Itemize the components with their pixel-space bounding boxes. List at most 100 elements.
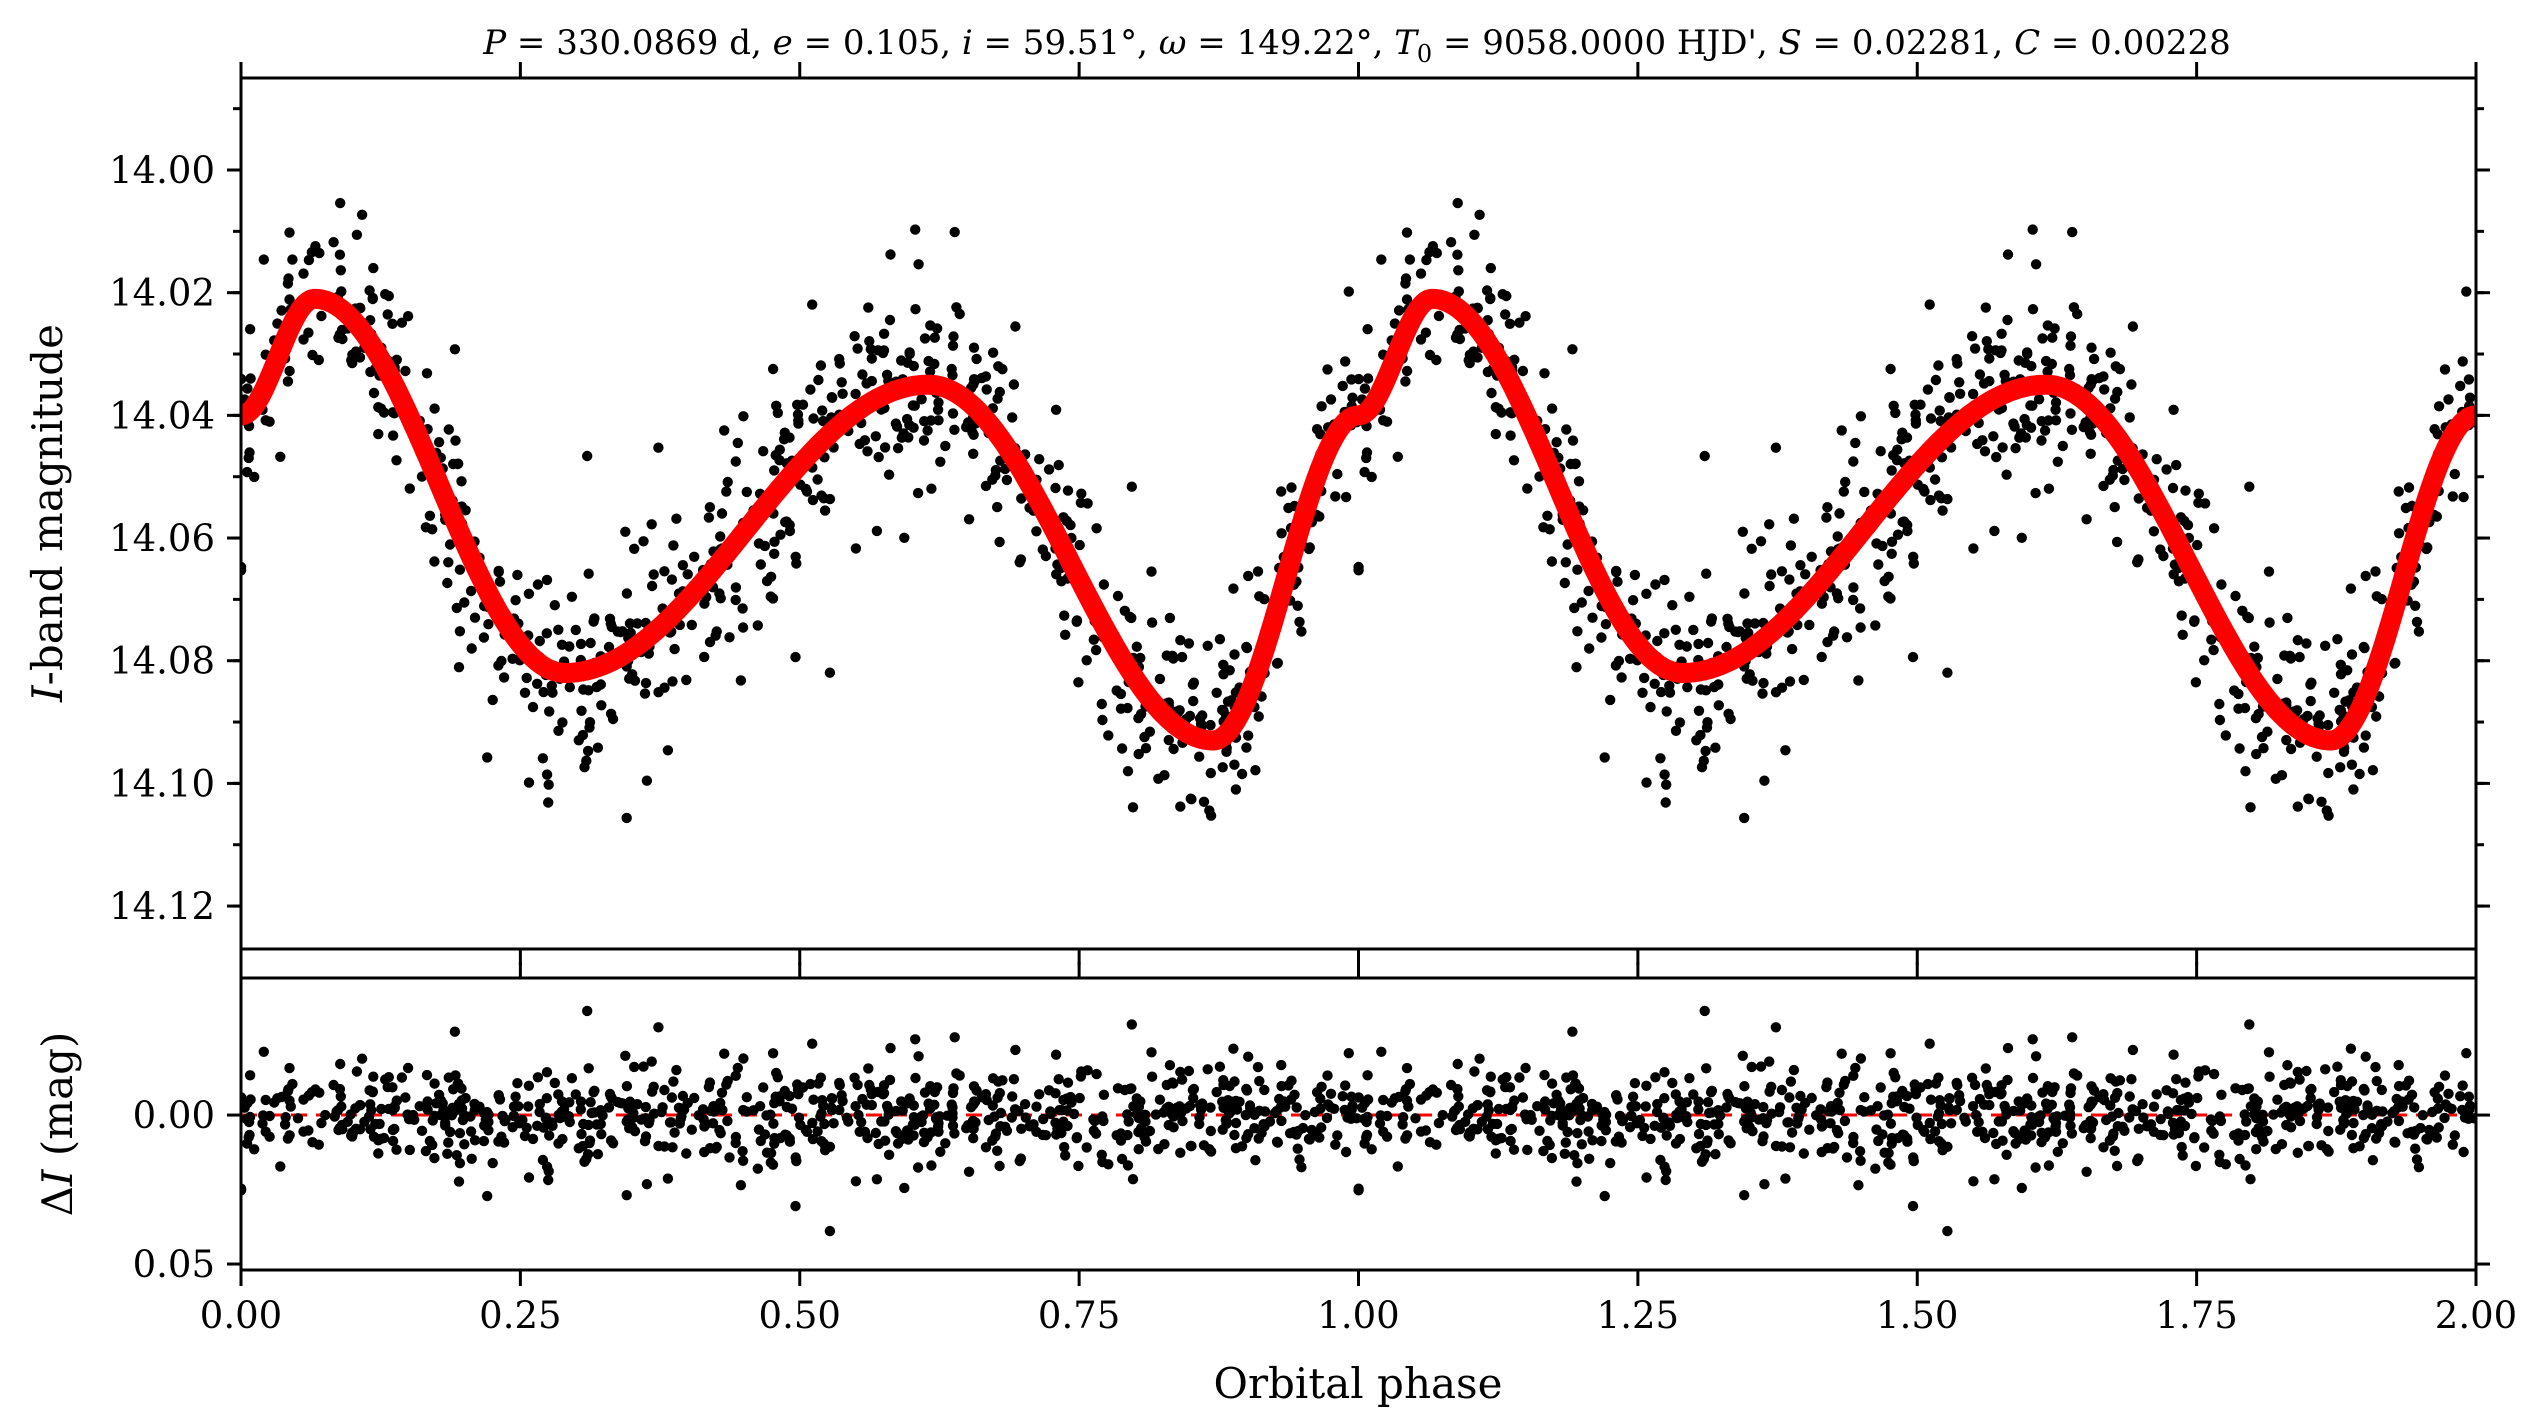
data-point xyxy=(864,336,875,347)
residual-point xyxy=(1560,1137,1572,1148)
residual-point xyxy=(741,1106,752,1117)
residual-point xyxy=(1981,1079,1993,1091)
data-point xyxy=(1187,679,1199,690)
data-point xyxy=(541,628,552,639)
residual-point xyxy=(1221,1116,1232,1128)
data-point xyxy=(1969,343,1981,354)
data-point xyxy=(1966,331,1978,342)
data-point xyxy=(1031,526,1042,537)
data-point xyxy=(2039,425,2051,436)
data-point xyxy=(2014,432,2025,443)
data-point xyxy=(391,455,402,466)
residual-point xyxy=(2290,1102,2301,1114)
data-point xyxy=(1742,618,1753,629)
residual-point xyxy=(2205,1114,2217,1125)
data-point xyxy=(1990,345,2001,356)
residual-point xyxy=(2428,1127,2439,1139)
data-point xyxy=(448,458,459,470)
bottom-panel: 0.000.05 0.00 0.25 0.50 0.75 1.00 1.25 1.50 1.7… xyxy=(33,962,2517,1408)
title-t-subscript: 0 xyxy=(1417,40,1432,68)
title-t-value: = 9058.0000 HJD', xyxy=(1432,23,1778,63)
data-point xyxy=(1951,353,1962,365)
residual-point xyxy=(2193,1071,2204,1082)
data-point xyxy=(902,357,913,368)
data-point xyxy=(454,626,466,637)
residual-point xyxy=(576,1128,587,1140)
residual-point xyxy=(478,1135,490,1147)
residual-point xyxy=(2370,1061,2381,1073)
data-point xyxy=(2027,304,2039,315)
residual-point xyxy=(1476,1116,1488,1128)
residual-point xyxy=(1744,1122,1755,1133)
data-point xyxy=(2263,566,2275,577)
residual-point xyxy=(2244,1019,2255,1030)
data-point xyxy=(2346,759,2358,770)
residual-point xyxy=(1187,1084,1199,1096)
residual-point xyxy=(667,1142,678,1153)
data-point xyxy=(910,224,921,235)
residual-point xyxy=(659,1084,670,1096)
residual-point xyxy=(738,1053,749,1064)
residual-point xyxy=(1674,1106,1685,1117)
residual-point xyxy=(2443,1088,2454,1100)
data-point xyxy=(1332,468,1343,480)
data-point xyxy=(968,448,979,459)
residual-point xyxy=(543,1166,554,1177)
residual-point xyxy=(2305,1092,2316,1104)
bottom-ylabel-rest: (mag) xyxy=(33,1032,82,1170)
data-point xyxy=(1115,688,1127,700)
residual-point xyxy=(1361,1132,1372,1143)
residual-point xyxy=(2329,1086,2340,1098)
residual-point xyxy=(451,1150,462,1161)
top-ylabel-rest: -band magnitude xyxy=(23,324,72,685)
residual-point xyxy=(422,1104,433,1115)
residual-point xyxy=(940,1138,951,1149)
residual-point xyxy=(753,1124,765,1135)
residual-point xyxy=(1984,1099,1995,1111)
residual-point xyxy=(422,1096,433,1107)
residual-point xyxy=(244,1070,256,1081)
data-point xyxy=(1886,548,1897,559)
residual-point xyxy=(1386,1097,1397,1108)
residual-point xyxy=(543,1174,554,1186)
data-point xyxy=(1294,616,1305,628)
residual-point xyxy=(2339,1116,2350,1128)
residual-point xyxy=(1737,1050,1749,1062)
data-point xyxy=(1571,662,1582,673)
data-point xyxy=(1611,565,1622,577)
data-point xyxy=(1520,311,1531,322)
residual-point xyxy=(657,1102,668,1113)
data-point xyxy=(1910,418,1922,429)
data-point xyxy=(1758,677,1769,689)
residual-point xyxy=(1366,1144,1377,1155)
data-point xyxy=(947,340,959,351)
residual-point xyxy=(544,1130,555,1141)
residual-point xyxy=(1659,1093,1670,1104)
data-point xyxy=(538,686,549,698)
residual-point xyxy=(373,1148,384,1159)
title-omega-value: = 149.22°, xyxy=(1187,23,1395,63)
data-point xyxy=(2292,801,2303,812)
data-point xyxy=(1764,519,1775,530)
residual-point xyxy=(1739,1190,1750,1201)
data-point xyxy=(1464,357,1475,369)
residual-point xyxy=(404,1144,415,1156)
data-point xyxy=(715,593,726,604)
residual-point xyxy=(1181,1103,1192,1114)
residual-point xyxy=(1045,1108,1057,1120)
data-point xyxy=(2285,743,2297,755)
residual-point xyxy=(493,1090,504,1101)
data-point xyxy=(1211,687,1222,698)
residual-point xyxy=(724,1152,735,1163)
data-point xyxy=(1133,748,1144,760)
data-point xyxy=(963,514,975,525)
data-point xyxy=(380,289,391,300)
data-point xyxy=(2002,249,2014,260)
data-point xyxy=(2208,644,2219,656)
residual-point xyxy=(2208,1128,2219,1139)
data-point xyxy=(2313,718,2324,730)
residual-point xyxy=(592,1149,604,1160)
residual-point xyxy=(257,1118,268,1129)
residual-point xyxy=(1311,1127,1322,1139)
